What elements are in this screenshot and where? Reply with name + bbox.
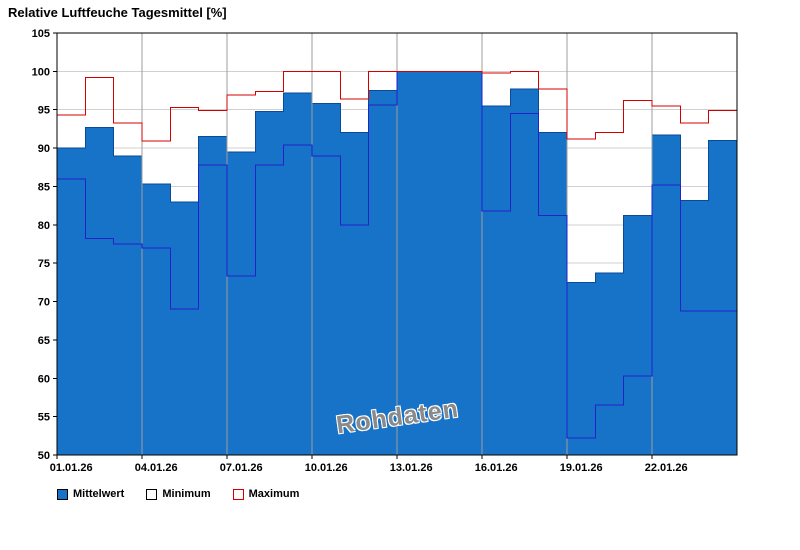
y-tick-label: 80 — [38, 220, 50, 232]
x-tick-label: 07.01.26 — [220, 462, 263, 474]
x-tick-label: 16.01.26 — [475, 462, 518, 474]
legend-item-maximum: Maximum — [232, 488, 300, 500]
y-tick-label: 65 — [38, 335, 50, 347]
y-tick-label: 100 — [32, 66, 50, 78]
y-tick-label: 50 — [38, 450, 50, 462]
legend-item-minimum: Minimum — [146, 488, 211, 500]
mittelwert-outline — [57, 70, 737, 283]
y-tick-label: 55 — [38, 412, 50, 424]
x-tick-label: 10.01.26 — [305, 462, 348, 474]
y-tick-label: 90 — [38, 143, 50, 155]
x-tick-label: 13.01.26 — [390, 462, 433, 474]
chart-title: Relative Luftfeuche Tagesmittel [%] — [8, 5, 227, 20]
x-tick-label: 04.01.26 — [135, 462, 178, 474]
legend-label-mittelwert: Mittelwert — [73, 488, 125, 500]
minimum-swatch-icon — [146, 488, 158, 500]
mittelwert-swatch-icon — [57, 488, 68, 500]
x-tick-label: 22.01.26 — [645, 462, 688, 474]
humidity-step-chart: 50 55 60 65 70 75 80 85 90 95 100 105 01.01.26 04.01.… — [32, 28, 738, 474]
y-tick-label: 60 — [38, 373, 50, 385]
maximum-line — [57, 70, 737, 142]
legend-item-mittelwert: Mittelwert — [57, 488, 124, 500]
legend-label-maximum: Maximum — [248, 488, 300, 500]
legend-label-minimum: Minimum — [162, 488, 211, 500]
legend: Mittelwert Minimum Maximum — [57, 488, 299, 500]
y-tick-label: 75 — [38, 258, 50, 270]
y-tick-label: 85 — [38, 181, 50, 193]
x-tick-label: 19.01.26 — [560, 462, 603, 474]
y-tick-label: 105 — [32, 28, 50, 40]
y-tick-label: 95 — [38, 105, 50, 117]
y-tick-label: 70 — [38, 297, 50, 309]
x-tick-label: 01.01.26 — [50, 462, 93, 474]
minimum-line — [57, 70, 737, 439]
maximum-swatch-icon — [232, 488, 244, 500]
